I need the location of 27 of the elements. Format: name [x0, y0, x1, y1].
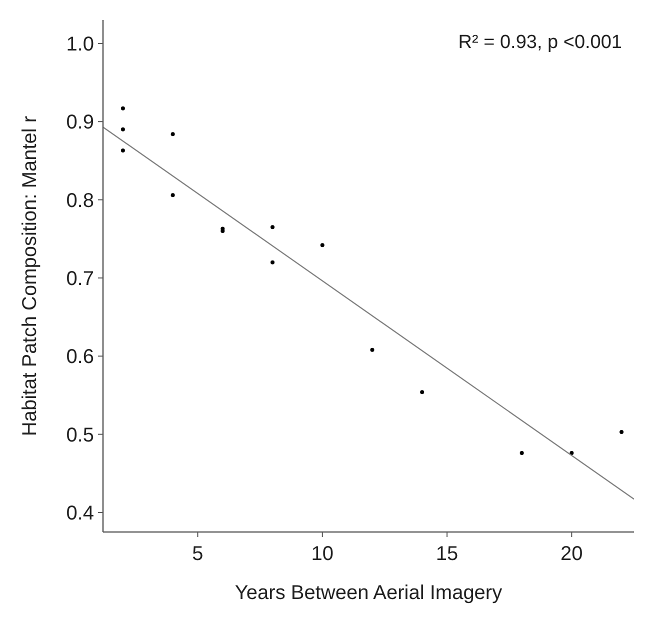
point	[270, 225, 275, 230]
y-tick-label: 0.4	[66, 502, 94, 524]
point	[320, 243, 324, 248]
point	[170, 193, 175, 198]
x-tick-label: 15	[436, 543, 458, 565]
point	[170, 132, 175, 136]
point	[370, 348, 374, 352]
y-tick-label: 0.9	[66, 112, 94, 134]
point	[120, 148, 125, 153]
point	[620, 430, 624, 434]
y-tick-label: 0.5	[66, 424, 94, 446]
point	[270, 260, 275, 264]
y-tick-label: 0.7	[66, 268, 94, 290]
point	[120, 127, 125, 132]
y-axis-title: Habitat Patch Composition: Mantel r	[19, 116, 41, 436]
x-axis-title: Years Between Aerial Imagery	[234, 582, 502, 604]
y-tick-label: 1.0	[66, 33, 94, 56]
point	[420, 390, 424, 394]
y-tick-label: 0.8	[66, 190, 94, 212]
annotation: R² = 0.93, p <0.001	[458, 32, 622, 53]
point	[120, 106, 125, 110]
x-tick-label: 20	[560, 543, 583, 565]
point	[520, 451, 524, 456]
y-tick-label: 0.6	[66, 346, 94, 368]
x-tick-label: 5	[192, 543, 204, 565]
point	[220, 229, 225, 234]
x-tick-label: 10	[311, 543, 334, 565]
